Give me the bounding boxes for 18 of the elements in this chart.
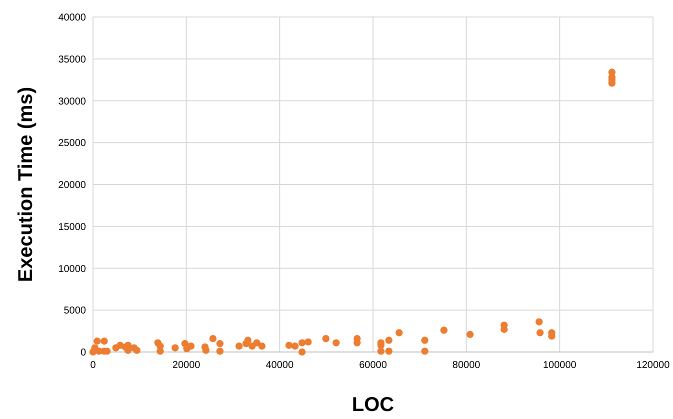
y-tick-label: 5000 — [64, 306, 86, 317]
x-tick-label: 60000 — [359, 360, 388, 371]
x-tick-label: 40000 — [266, 360, 294, 371]
x-tick-label: 80000 — [452, 360, 481, 371]
y-axis-title: Execution Time (ms) — [15, 86, 37, 282]
y-tick-label: 10000 — [58, 264, 86, 275]
y-tick-label: 0 — [80, 348, 86, 358]
x-tick-label: 120000 — [636, 360, 670, 371]
y-tick-label: 20000 — [58, 180, 86, 191]
y-tick-label: 15000 — [58, 222, 86, 233]
x-tick-label: 20000 — [172, 360, 201, 371]
x-tick-label: 0 — [90, 360, 96, 371]
y-tick-label: 35000 — [58, 54, 86, 66]
y-tick-label: 30000 — [58, 96, 86, 108]
x-axis-title: LOC — [352, 394, 394, 416]
y-tick-label: 40000 — [58, 12, 86, 24]
y-tick-label: 25000 — [58, 138, 86, 150]
x-tick-label: 100000 — [542, 360, 577, 371]
